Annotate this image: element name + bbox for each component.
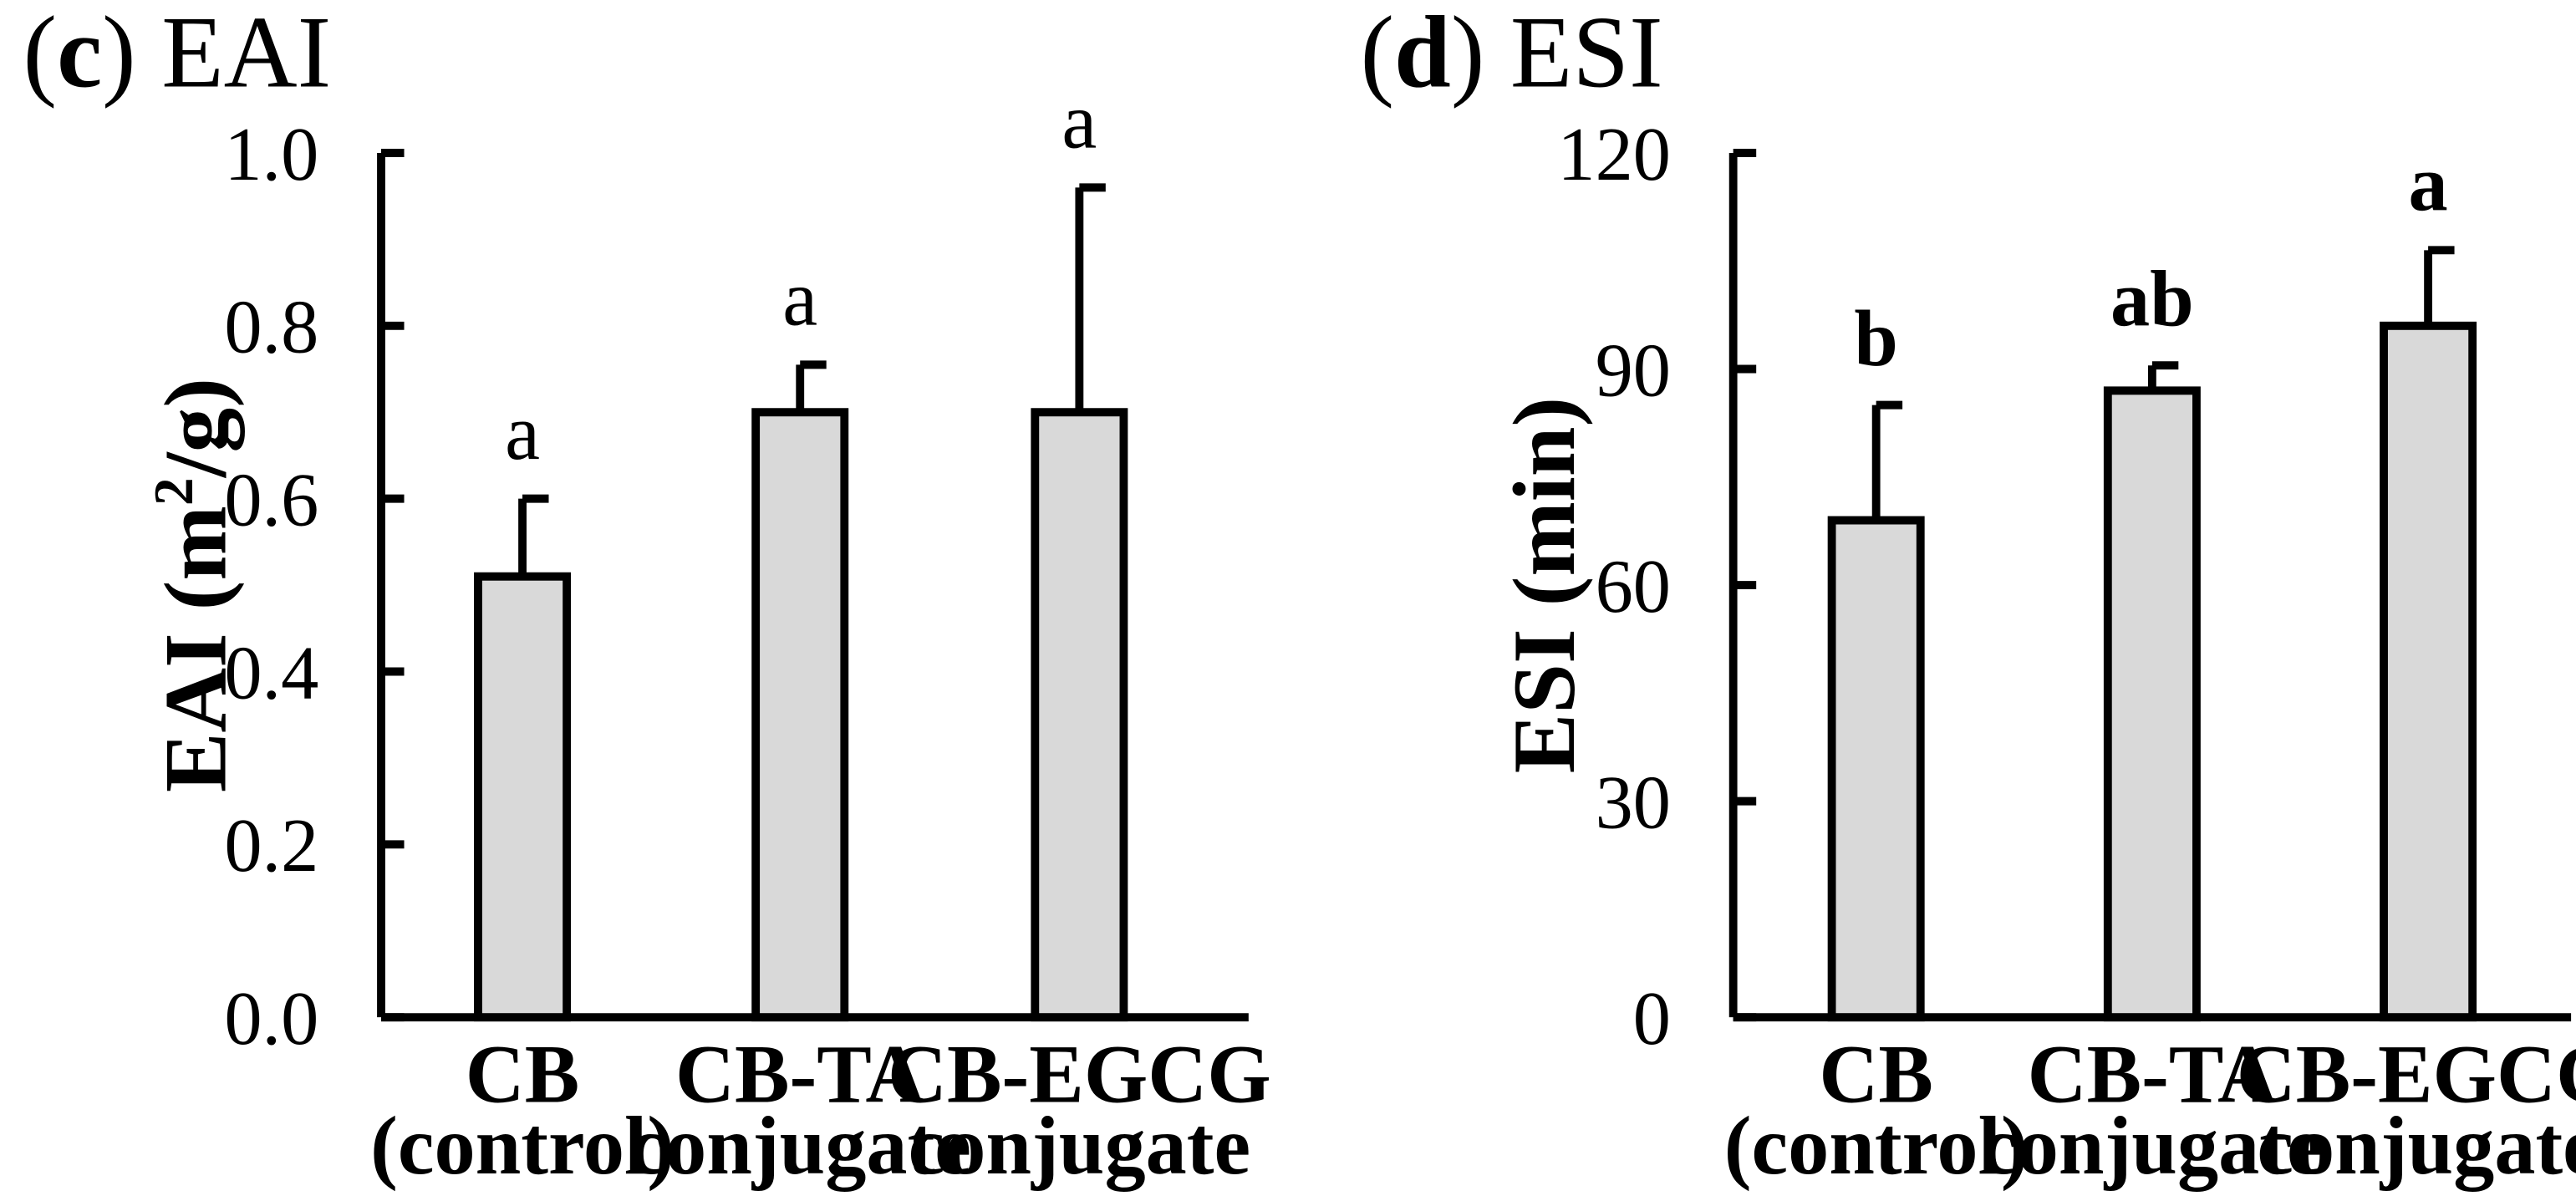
x-category-sublabel: conjugate [2257,1101,2576,1192]
chart-panel-c: (c) EAI 0.0 0.2 0.4 0.6 0.8 1.0 EAI (m2/g) a CB(c… [23,0,1271,1192]
y-tick-label: 60 [1596,543,1671,629]
panel-title: (d) ESI [1360,0,1662,109]
panel-title: (c) EAI [23,0,332,109]
x-category-label: CB-EGCG [2237,1029,2576,1121]
y-axis-label: EAI (m2/g) [142,378,245,792]
panel-letter: d [1394,0,1451,109]
y-tick-label: 1.0 [224,111,318,196]
y-axis-label: ESI (min) [1496,397,1594,774]
x-category-sublabel: (control) [370,1101,675,1192]
y-axis-label-text: ESI (min) [1496,397,1594,774]
y-tick-label: 0.2 [224,803,318,888]
y-tick-label: 30 [1596,760,1671,845]
y-axis-label-superscript: 2 [142,477,205,506]
y-tick-label: 0.8 [224,284,318,369]
significance-letter: a [1061,76,1097,165]
bar [1827,516,1925,1022]
bar [751,408,849,1022]
significance-letter: a [505,387,540,476]
bar [2380,321,2477,1022]
significance-letter: b [1854,293,1897,383]
y-tick-label: 0.4 [224,630,318,715]
y-tick-label: 120 [1557,111,1671,196]
y-tick-label: 0 [1633,976,1671,1061]
panel-letter: c [57,0,102,109]
x-category-label: CB-TA [2028,1029,2277,1121]
x-category-sublabel: (control) [1724,1101,2029,1192]
panel-title-text: EAI [161,0,331,109]
x-category-label: CB-EGCG [888,1029,1271,1121]
chart-panel-d: (d) ESI 0 30 60 90 120 ESI (min) b CB(control) ab… [1360,0,2576,1192]
x-category-sublabel: conjugate [909,1101,1250,1192]
y-axis-label-text: EAI (m [147,506,245,792]
x-category-label: CB [1819,1029,1933,1121]
significance-letter: ab [2110,254,2194,344]
x-category-label: CB-TA [675,1029,924,1121]
bar [1031,408,1128,1022]
y-tick-label: 0.0 [224,976,318,1061]
significance-letter: a [782,253,817,343]
bar [2103,386,2201,1022]
bar [474,572,572,1022]
y-tick-label: 90 [1596,328,1671,413]
x-category-sublabel: conjugate [629,1101,971,1192]
panel-title-text: ESI [1510,0,1663,109]
y-axis-label-unit: /g) [147,378,245,479]
y-tick-label: 0.6 [224,457,318,542]
x-category-label: CB [466,1029,580,1121]
significance-letter: a [2409,139,2448,228]
x-category-sublabel: conjugate [1981,1101,2323,1192]
